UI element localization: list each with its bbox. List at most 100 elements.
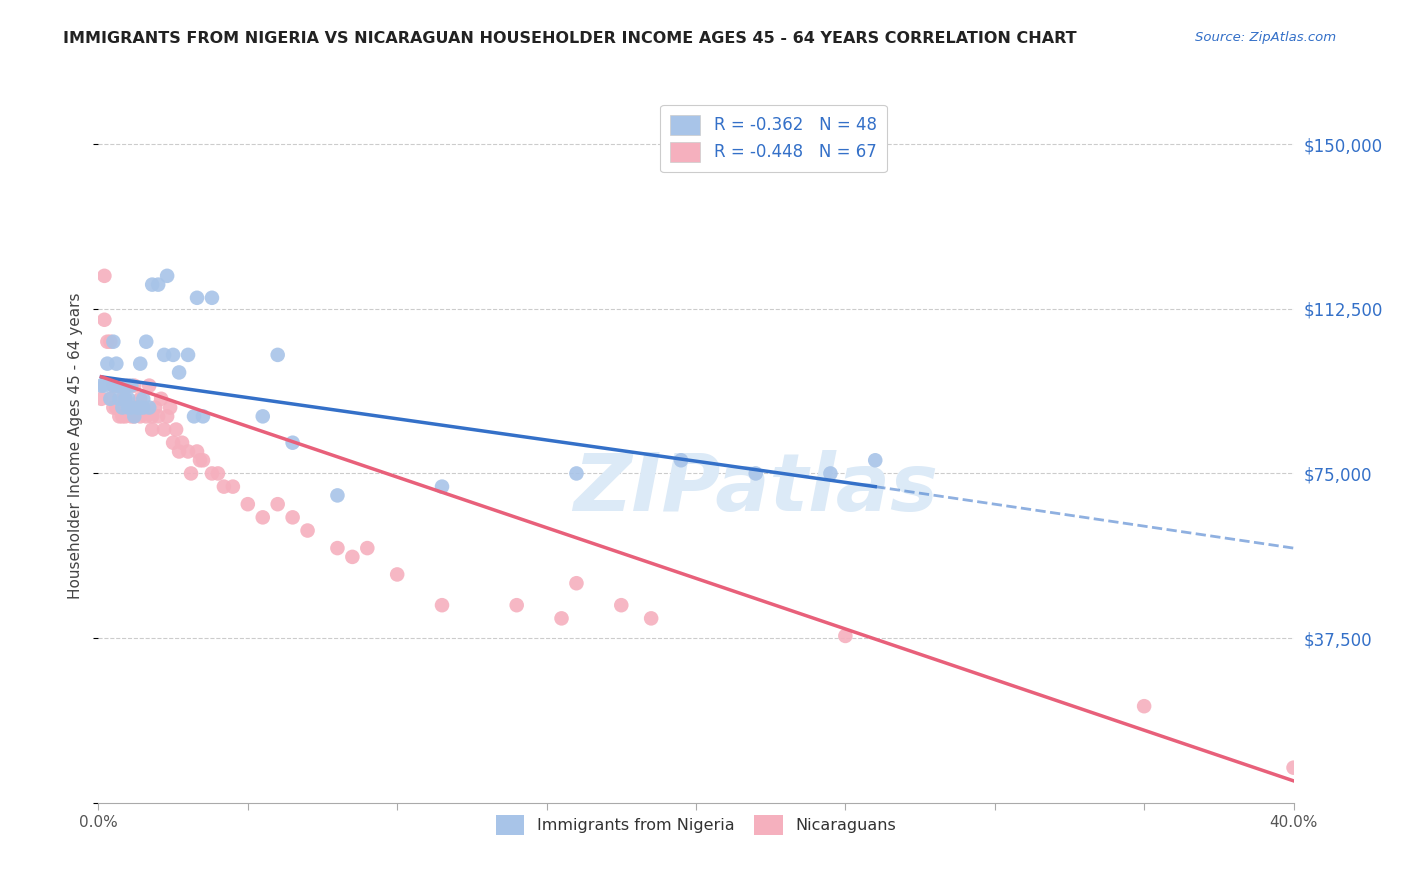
Point bbox=[297, 524, 319, 538]
Point bbox=[267, 497, 290, 511]
Point bbox=[201, 467, 224, 481]
Point bbox=[127, 401, 149, 415]
Point bbox=[103, 378, 125, 392]
Point bbox=[114, 378, 136, 392]
Point bbox=[430, 480, 453, 494]
Point bbox=[326, 541, 349, 555]
Point bbox=[191, 453, 214, 467]
Point bbox=[550, 611, 572, 625]
Point bbox=[132, 392, 155, 406]
Point bbox=[98, 392, 122, 406]
Text: ZIPatlas: ZIPatlas bbox=[574, 450, 938, 528]
Point bbox=[108, 392, 131, 406]
Point bbox=[103, 334, 125, 349]
Point bbox=[834, 629, 856, 643]
Point bbox=[177, 348, 200, 362]
Point bbox=[93, 378, 115, 392]
Point bbox=[159, 401, 181, 415]
Point bbox=[135, 334, 157, 349]
Point bbox=[610, 598, 633, 612]
Point bbox=[172, 435, 194, 450]
Point bbox=[186, 291, 208, 305]
Point bbox=[162, 348, 184, 362]
Point bbox=[267, 348, 290, 362]
Y-axis label: Householder Income Ages 45 - 64 years: Householder Income Ages 45 - 64 years bbox=[67, 293, 83, 599]
Point bbox=[745, 467, 768, 481]
Point bbox=[565, 467, 588, 481]
Point bbox=[356, 541, 378, 555]
Point bbox=[114, 392, 136, 406]
Legend: Immigrants from Nigeria, Nicaraguans: Immigrants from Nigeria, Nicaraguans bbox=[489, 809, 903, 841]
Point bbox=[326, 488, 349, 502]
Point bbox=[132, 401, 155, 415]
Point bbox=[90, 378, 112, 392]
Point bbox=[111, 392, 134, 406]
Point bbox=[108, 409, 131, 424]
Point bbox=[111, 401, 134, 415]
Point bbox=[93, 268, 115, 283]
Point bbox=[117, 401, 139, 415]
Point bbox=[186, 444, 208, 458]
Point bbox=[167, 366, 190, 380]
Point bbox=[129, 357, 152, 371]
Point bbox=[114, 409, 136, 424]
Point bbox=[148, 409, 170, 424]
Point bbox=[183, 409, 205, 424]
Text: IMMIGRANTS FROM NIGERIA VS NICARAGUAN HOUSEHOLDER INCOME AGES 45 - 64 YEARS CORR: IMMIGRANTS FROM NIGERIA VS NICARAGUAN HO… bbox=[63, 31, 1077, 46]
Point bbox=[129, 409, 152, 424]
Point bbox=[1282, 761, 1305, 775]
Point bbox=[207, 467, 229, 481]
Point bbox=[117, 378, 139, 392]
Point bbox=[143, 401, 166, 415]
Point bbox=[127, 401, 149, 415]
Point bbox=[111, 409, 134, 424]
Point bbox=[281, 435, 304, 450]
Point bbox=[820, 467, 842, 481]
Point bbox=[105, 401, 128, 415]
Point bbox=[105, 378, 128, 392]
Point bbox=[96, 357, 118, 371]
Point bbox=[236, 497, 259, 511]
Point bbox=[124, 378, 146, 392]
Point bbox=[212, 480, 235, 494]
Point bbox=[565, 576, 588, 591]
Point bbox=[865, 453, 887, 467]
Point bbox=[124, 409, 146, 424]
Point bbox=[156, 268, 179, 283]
Point bbox=[120, 401, 142, 415]
Point bbox=[141, 277, 163, 292]
Point bbox=[103, 378, 125, 392]
Point bbox=[180, 467, 202, 481]
Point bbox=[167, 444, 190, 458]
Point bbox=[138, 378, 160, 392]
Point bbox=[222, 480, 245, 494]
Point bbox=[120, 378, 142, 392]
Point bbox=[640, 611, 662, 625]
Point bbox=[188, 453, 211, 467]
Point bbox=[108, 378, 131, 392]
Point bbox=[156, 409, 179, 424]
Point bbox=[177, 444, 200, 458]
Point bbox=[117, 378, 139, 392]
Point bbox=[153, 348, 176, 362]
Point bbox=[342, 549, 364, 564]
Point bbox=[120, 401, 142, 415]
Point bbox=[165, 423, 187, 437]
Point bbox=[201, 291, 224, 305]
Point bbox=[117, 401, 139, 415]
Point bbox=[252, 409, 274, 424]
Point bbox=[124, 409, 146, 424]
Point bbox=[135, 409, 157, 424]
Point bbox=[98, 392, 122, 406]
Point bbox=[114, 392, 136, 406]
Point bbox=[129, 401, 152, 415]
Point bbox=[138, 401, 160, 415]
Point bbox=[90, 392, 112, 406]
Point bbox=[1133, 699, 1156, 714]
Point bbox=[281, 510, 304, 524]
Point bbox=[191, 409, 214, 424]
Point bbox=[129, 392, 152, 406]
Point bbox=[103, 401, 125, 415]
Point bbox=[105, 378, 128, 392]
Point bbox=[141, 423, 163, 437]
